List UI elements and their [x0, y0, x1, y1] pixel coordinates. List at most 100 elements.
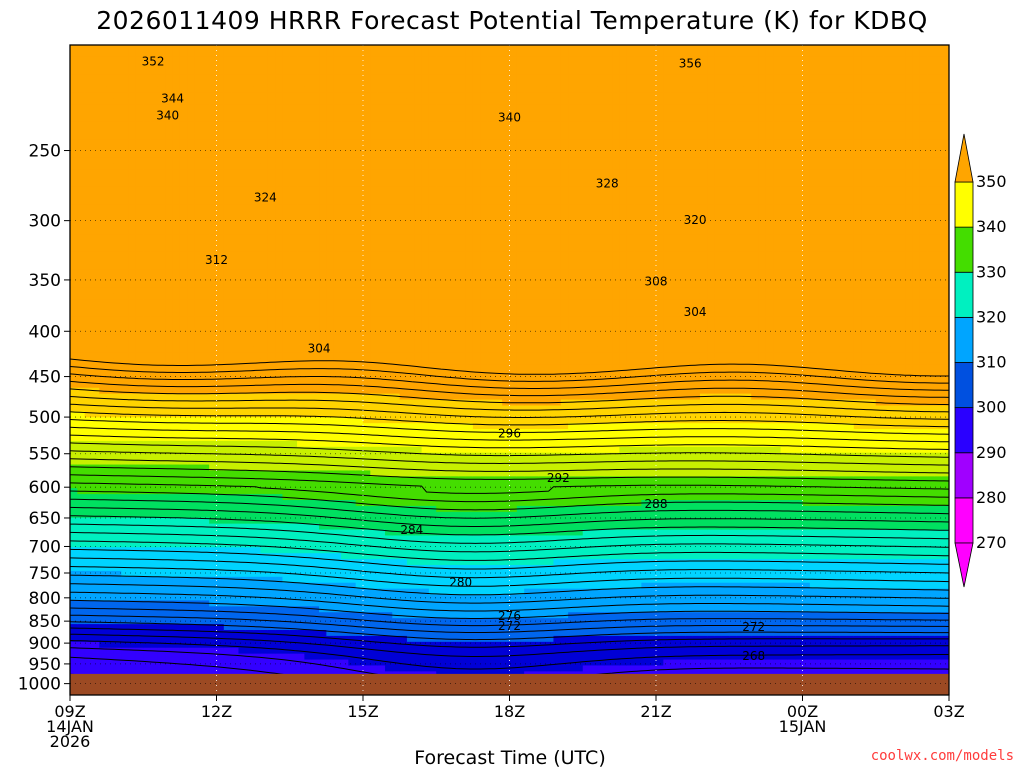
- field-cell: [187, 346, 196, 353]
- field-cell: [91, 98, 100, 105]
- field-cell: [99, 234, 108, 241]
- field-cell: [172, 500, 181, 507]
- field-cell: [363, 470, 371, 477]
- field-cell: [135, 647, 144, 655]
- field-cell: [245, 228, 254, 235]
- field-cell: [106, 641, 115, 649]
- field-cell: [106, 647, 115, 655]
- field-cell: [113, 139, 122, 147]
- field-cell: [253, 222, 262, 229]
- field-cell: [377, 334, 386, 342]
- field-cell: [216, 92, 225, 99]
- field-cell: [172, 553, 181, 560]
- field-cell: [201, 647, 210, 655]
- field-cell: [231, 387, 240, 395]
- field-cell: [91, 216, 100, 223]
- field-cell: [70, 169, 78, 176]
- field-cell: [135, 299, 144, 306]
- field-cell: [297, 275, 305, 282]
- field-cell: [253, 647, 262, 655]
- field-cell: [260, 488, 269, 495]
- field-cell: [209, 476, 218, 483]
- field-cell: [157, 299, 166, 306]
- field-cell: [179, 576, 188, 584]
- field-cell: [377, 328, 386, 336]
- field-cell: [341, 110, 349, 117]
- field-cell: [84, 186, 93, 194]
- field-cell: [319, 553, 327, 560]
- field-cell: [77, 565, 86, 572]
- field-cell: [363, 251, 371, 259]
- field-cell: [348, 458, 357, 466]
- field-cell: [77, 251, 86, 259]
- field-cell: [216, 405, 225, 412]
- field-cell: [121, 446, 130, 454]
- field-cell: [245, 121, 254, 129]
- field-cell: [179, 240, 188, 247]
- field-cell: [157, 127, 166, 135]
- field-cell: [282, 352, 291, 359]
- field-cell: [326, 517, 335, 525]
- field-cell: [113, 175, 122, 182]
- field-cell: [238, 228, 247, 235]
- field-cell: [238, 641, 247, 649]
- field-cell: [216, 287, 225, 294]
- field-cell: [187, 588, 196, 596]
- field-cell: [172, 393, 181, 401]
- field-cell: [311, 647, 320, 655]
- field-cell: [238, 139, 247, 147]
- field-cell: [70, 541, 78, 548]
- field-cell: [245, 446, 254, 454]
- field-cell: [377, 582, 386, 590]
- field-cell: [135, 305, 144, 312]
- field-cell: [113, 659, 122, 667]
- field-cell: [99, 653, 108, 661]
- field-cell: [392, 482, 401, 489]
- field-cell: [165, 127, 174, 135]
- field-cell: [238, 659, 247, 667]
- field-cell: [326, 452, 335, 460]
- field-cell: [216, 198, 225, 206]
- field-cell: [370, 470, 379, 477]
- field-cell: [77, 56, 86, 64]
- field-cell: [179, 429, 188, 436]
- field-cell: [201, 56, 210, 64]
- field-cell: [384, 305, 393, 312]
- field-cell: [179, 45, 188, 52]
- field-cell: [165, 411, 174, 418]
- field-cell: [231, 488, 240, 495]
- field-cell: [253, 511, 262, 519]
- field-cell: [304, 494, 313, 501]
- field-cell: [311, 511, 320, 519]
- field-cell: [282, 222, 291, 229]
- field-cell: [297, 446, 305, 454]
- field-cell: [223, 104, 232, 111]
- field-cell: [135, 659, 144, 667]
- field-cell: [84, 440, 93, 448]
- field-cell: [297, 630, 305, 637]
- field-cell: [70, 163, 78, 170]
- field-cell: [209, 665, 218, 672]
- field-cell: [121, 228, 130, 235]
- field-cell: [201, 635, 210, 643]
- field-cell: [253, 529, 262, 537]
- field-cell: [201, 665, 210, 672]
- field-cell: [150, 346, 159, 353]
- field-cell: [179, 299, 188, 306]
- field-cell: [143, 618, 152, 625]
- field-cell: [91, 665, 100, 672]
- field-cell: [135, 500, 144, 507]
- field-cell: [150, 618, 159, 625]
- field-cell: [172, 145, 181, 152]
- field-cell: [91, 452, 100, 460]
- field-cell: [91, 198, 100, 206]
- field-cell: [384, 399, 393, 407]
- field-cell: [319, 210, 327, 217]
- field-cell: [194, 186, 203, 194]
- field-cell: [121, 245, 130, 253]
- field-cell: [260, 45, 269, 52]
- field-cell: [319, 163, 327, 170]
- field-cell: [70, 328, 78, 336]
- field-cell: [143, 393, 152, 401]
- field-cell: [194, 352, 203, 359]
